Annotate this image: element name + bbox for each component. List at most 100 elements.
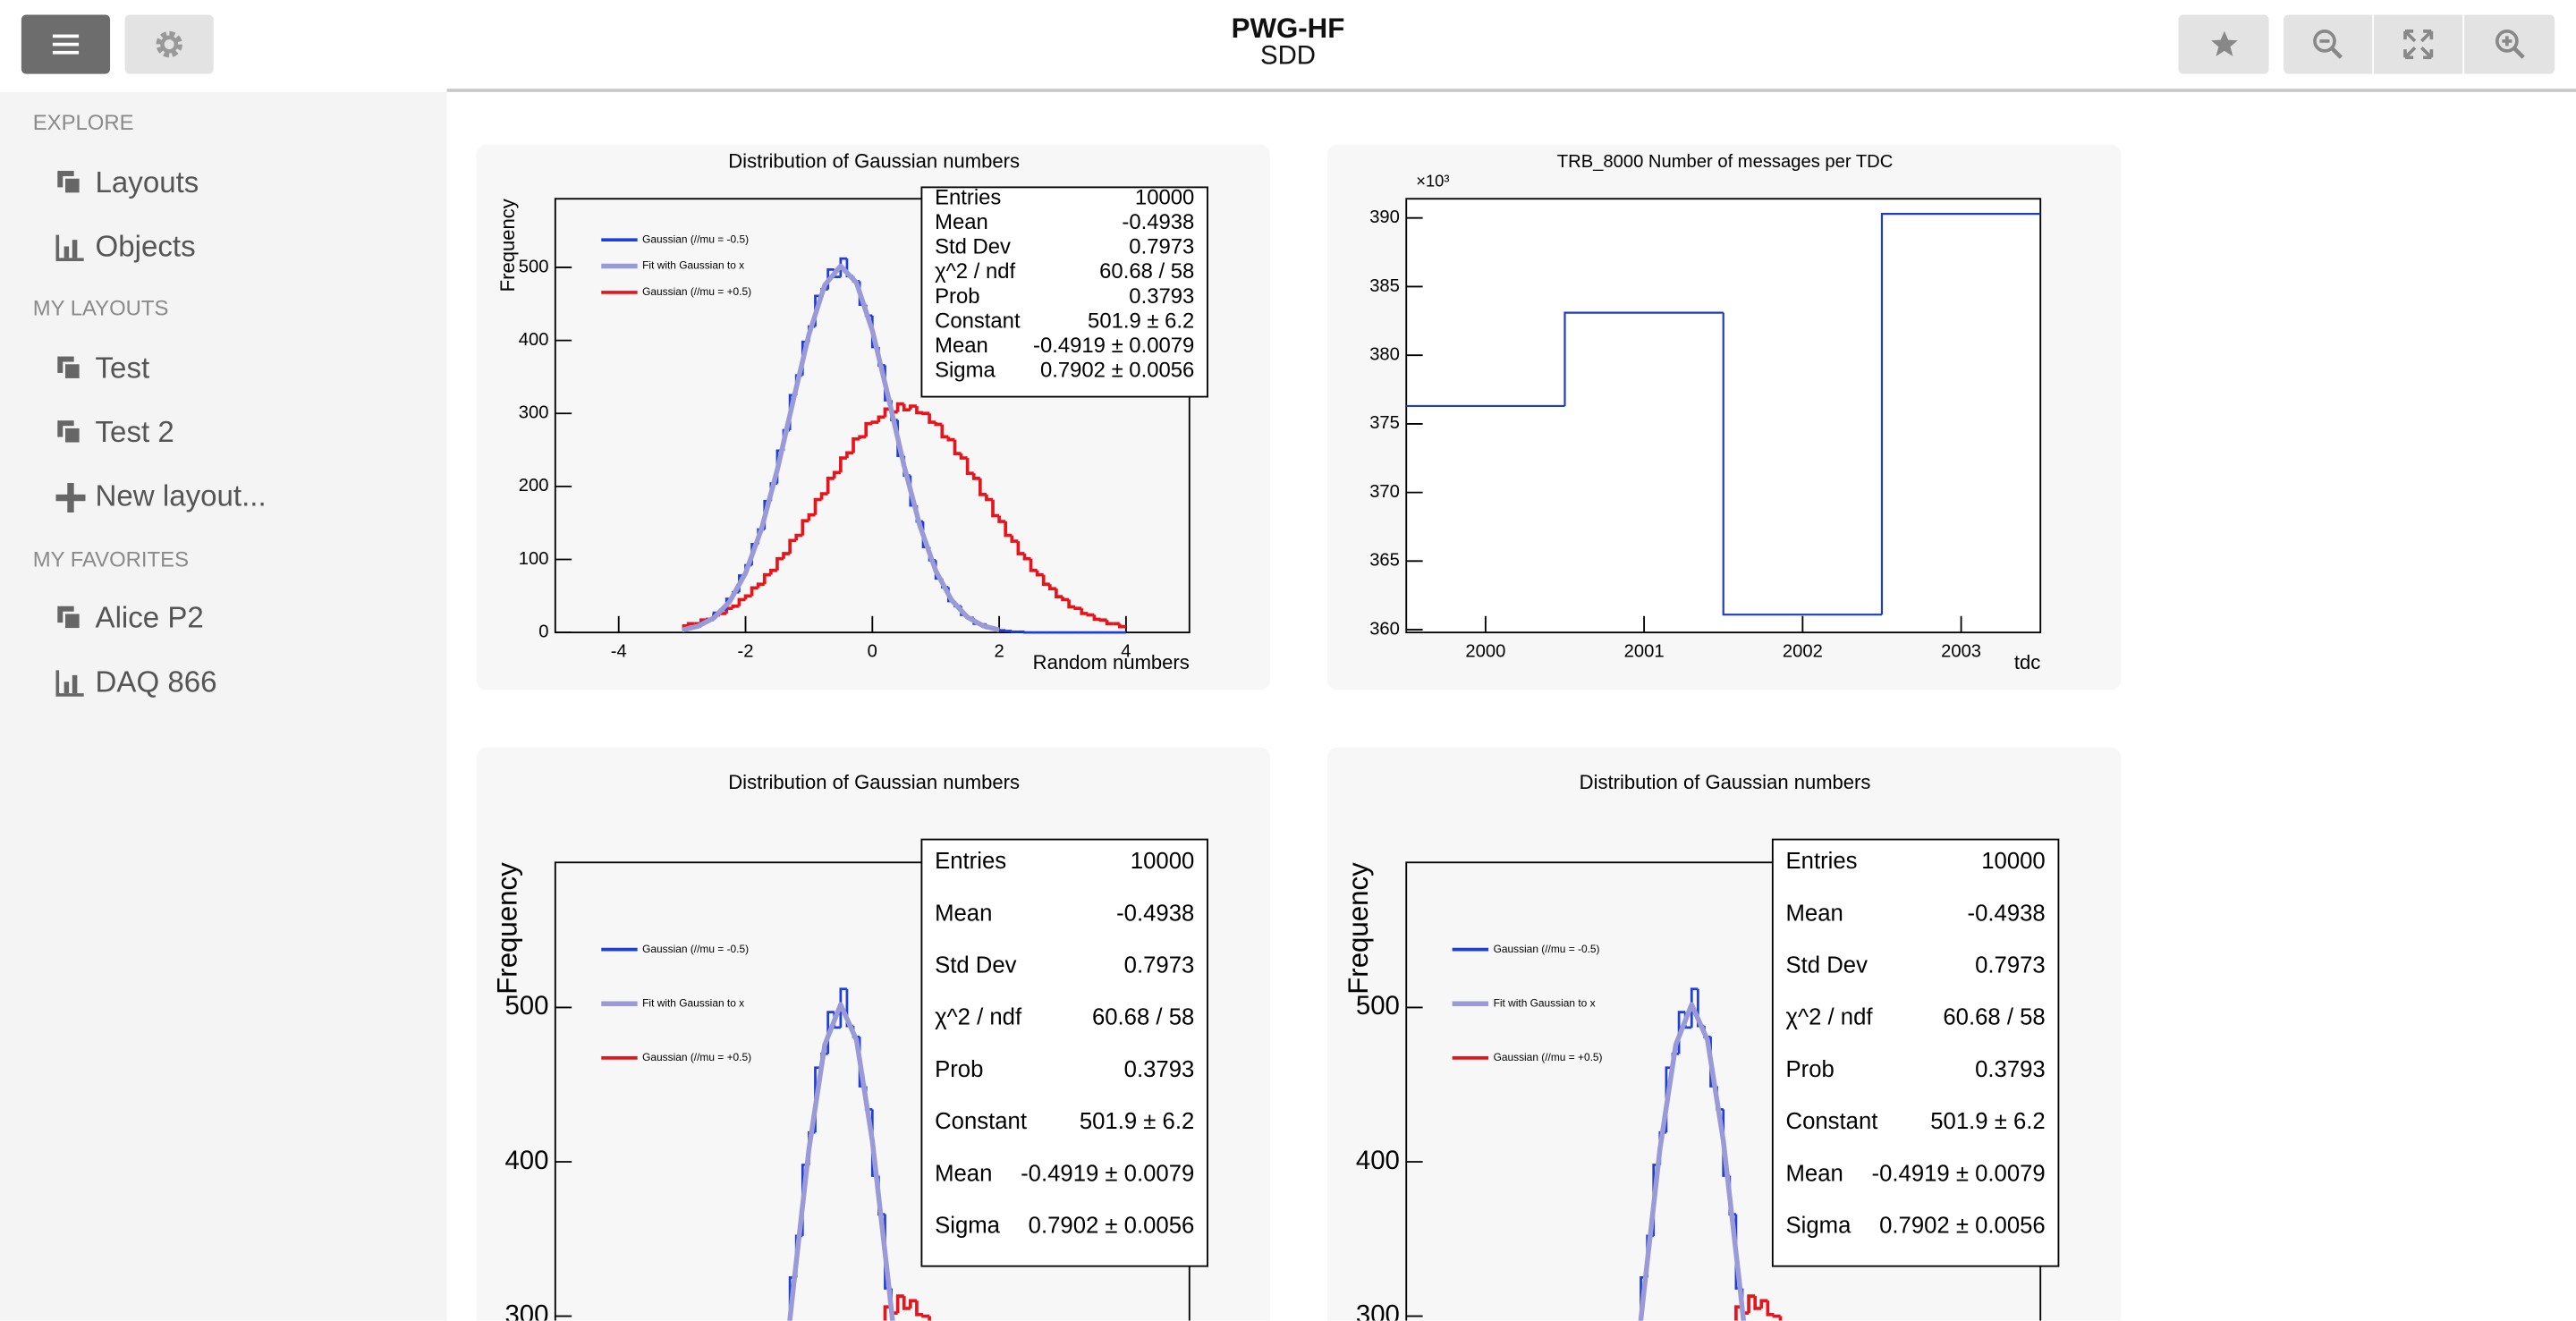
nav-item[interactable]: Test bbox=[55, 351, 149, 386]
histogram-bin bbox=[915, 406, 924, 415]
settings-button[interactable] bbox=[124, 14, 214, 74]
legend-label: Fit with Gaussian to x bbox=[642, 996, 744, 1009]
y-tick-label: 0 bbox=[538, 622, 548, 641]
stats-label: χ^2 / ndf bbox=[1786, 1005, 1874, 1030]
histogram-bin bbox=[1047, 584, 1056, 590]
histogram-bin bbox=[1563, 311, 1724, 406]
histogram-bin bbox=[731, 604, 740, 609]
chart-title: Distribution of Gaussian numbers bbox=[728, 771, 1020, 793]
plot-panel: Distribution of Gaussian numbers01002003… bbox=[476, 747, 1270, 1321]
section-heading: EXPLORE bbox=[32, 110, 134, 135]
histogram-bin bbox=[1690, 987, 1699, 1028]
stats-label: χ^2 / ndf bbox=[935, 1005, 1022, 1030]
plot: Distribution of Gaussian numbers 0 100 200 3… bbox=[496, 150, 1208, 673]
histogram-bin bbox=[991, 499, 1000, 518]
histogram-bin bbox=[946, 436, 955, 442]
fit-curve bbox=[681, 263, 1000, 633]
plot-frame bbox=[1405, 861, 2042, 1321]
favorite-button[interactable] bbox=[2178, 14, 2269, 74]
nav-item[interactable]: Alice P2 bbox=[55, 601, 204, 636]
plot: TRB_8000 Number of messages per TDC 360 36… bbox=[1369, 152, 2042, 673]
stats-value: -0.4938 bbox=[1122, 210, 1194, 234]
stats-value: 10000 bbox=[1135, 186, 1194, 210]
stats-value: 0.7902 ± 0.0056 bbox=[1029, 1214, 1195, 1239]
layers-icon bbox=[57, 419, 82, 445]
layers-icon bbox=[57, 355, 82, 380]
y-tick-label: 400 bbox=[519, 330, 549, 350]
histogram-bin bbox=[1766, 1300, 1775, 1317]
main-area: Distribution of Gaussian numbers 0 100 200 3… bbox=[447, 92, 2576, 1321]
x-tick-label: -2 bbox=[738, 642, 754, 662]
histogram-bin bbox=[895, 1294, 904, 1314]
histogram-bin bbox=[1010, 535, 1019, 543]
histogram-bin bbox=[775, 556, 784, 571]
histogram-bin bbox=[1035, 570, 1044, 577]
nav-label: Test bbox=[95, 351, 150, 385]
histogram-bin bbox=[877, 415, 886, 423]
stats-label: Entries bbox=[935, 849, 1006, 874]
histogram-bin bbox=[1098, 618, 1107, 622]
histogram-bin bbox=[762, 572, 771, 585]
y-tick-label: 500 bbox=[504, 991, 548, 1020]
stats-label: Std Dev bbox=[1786, 953, 1868, 978]
nav-label: New layout... bbox=[95, 479, 267, 513]
stats-value: 60.68 / 58 bbox=[1099, 259, 1194, 284]
y-axis-label: Frequency bbox=[496, 199, 519, 292]
fit-button[interactable] bbox=[2374, 14, 2463, 74]
histogram-bin bbox=[921, 411, 930, 416]
stats-label: Constant bbox=[935, 309, 1021, 333]
histogram-bin bbox=[737, 597, 746, 606]
histogram-bin bbox=[826, 477, 835, 495]
x-tick-label: 4 bbox=[1121, 642, 1131, 662]
chart-title: TRB_8000 Number of messages per TDC bbox=[1557, 152, 1894, 172]
histogram-bin bbox=[1759, 1299, 1768, 1308]
stats-value: 60.68 / 58 bbox=[1943, 1005, 2045, 1030]
histogram-bin bbox=[1016, 541, 1025, 555]
zoom-out-icon bbox=[2313, 30, 2343, 59]
nav-item[interactable]: Objects bbox=[55, 230, 196, 265]
stats-value: 0.3793 bbox=[1129, 284, 1194, 309]
y-tick-label: 500 bbox=[519, 257, 549, 276]
stats-value: 0.7973 bbox=[1129, 235, 1194, 259]
header-subtitle: SDD bbox=[1259, 42, 1317, 71]
legend-label: Gaussian (//mu = -0.5) bbox=[1494, 943, 1600, 955]
histogram-bin bbox=[858, 435, 867, 439]
layers-icon bbox=[57, 605, 82, 630]
header-divider bbox=[446, 89, 2576, 92]
x-tick-label: 2 bbox=[994, 642, 1004, 662]
histogram-bin bbox=[959, 453, 968, 460]
histogram-bin bbox=[909, 1299, 917, 1308]
histogram-bin bbox=[1022, 553, 1031, 561]
nav-item[interactable]: New layout... bbox=[55, 479, 267, 514]
histogram-bin bbox=[1722, 312, 1882, 616]
nav-item[interactable]: Test 2 bbox=[55, 416, 174, 451]
y-tick-label: 400 bbox=[1356, 1146, 1400, 1175]
y-tick-label: 500 bbox=[1356, 991, 1400, 1020]
menu-button[interactable] bbox=[21, 14, 111, 74]
x-tick-label: -4 bbox=[611, 642, 627, 662]
stats-label: Std Dev bbox=[935, 953, 1017, 978]
histogram-bin bbox=[839, 987, 847, 1028]
stats-label: Mean bbox=[935, 210, 988, 234]
histogram-bin bbox=[686, 622, 695, 626]
plot-frame bbox=[554, 861, 1191, 1321]
stats-value: 0.7902 ± 0.0056 bbox=[1879, 1214, 2046, 1239]
nav-item[interactable]: DAQ 866 bbox=[55, 665, 217, 700]
zoom-out-button[interactable] bbox=[2284, 14, 2373, 74]
histogram-bin bbox=[971, 473, 980, 480]
zoom-in-button[interactable] bbox=[2464, 14, 2555, 74]
y-tick-label: 400 bbox=[504, 1146, 548, 1175]
nav-item[interactable]: Layouts bbox=[55, 166, 199, 201]
histogram-bin bbox=[864, 421, 873, 437]
legend-label: Gaussian (//mu = +0.5) bbox=[1494, 1051, 1603, 1063]
histogram-bin bbox=[1029, 558, 1038, 572]
y-tick-label: 390 bbox=[1369, 207, 1400, 227]
histogram-bin bbox=[845, 451, 854, 459]
y-tick-label: 300 bbox=[519, 403, 549, 423]
histogram-bin bbox=[985, 494, 994, 502]
stats-label: Prob bbox=[935, 1057, 983, 1082]
stats-label: Mean bbox=[1786, 901, 1843, 926]
layers-icon bbox=[57, 170, 82, 195]
